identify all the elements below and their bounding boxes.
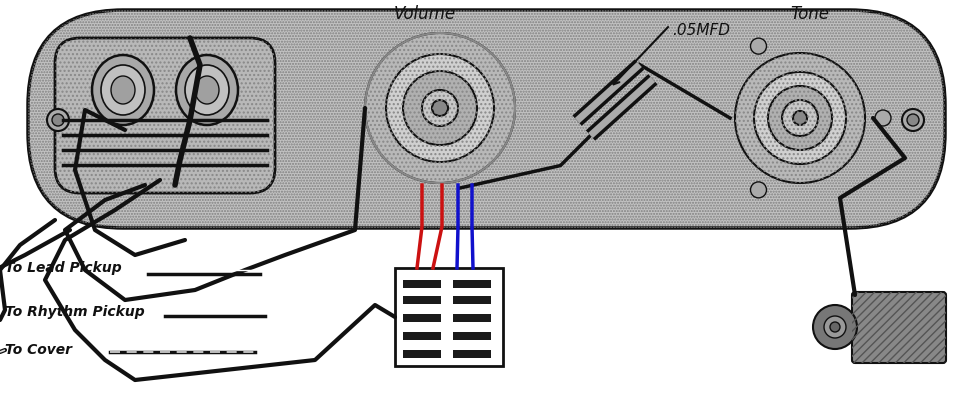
Bar <box>403 314 441 322</box>
Bar <box>395 268 503 366</box>
Circle shape <box>751 182 766 198</box>
Text: Volume: Volume <box>394 5 456 23</box>
Circle shape <box>432 100 448 116</box>
Circle shape <box>768 86 832 150</box>
FancyBboxPatch shape <box>28 10 945 228</box>
Circle shape <box>907 114 919 126</box>
Text: To Rhythm Pickup: To Rhythm Pickup <box>5 305 145 319</box>
Ellipse shape <box>176 55 238 125</box>
Circle shape <box>422 90 458 126</box>
Circle shape <box>782 100 818 136</box>
Circle shape <box>793 111 807 125</box>
Circle shape <box>875 110 891 126</box>
FancyBboxPatch shape <box>55 38 275 193</box>
Ellipse shape <box>92 55 154 125</box>
Circle shape <box>830 322 840 332</box>
Circle shape <box>47 109 69 131</box>
Circle shape <box>735 53 865 183</box>
Ellipse shape <box>111 76 135 104</box>
Circle shape <box>751 38 766 54</box>
Circle shape <box>386 54 494 162</box>
Bar <box>403 350 441 358</box>
Ellipse shape <box>195 76 219 104</box>
Bar <box>453 296 491 304</box>
Bar <box>403 296 441 304</box>
Circle shape <box>403 71 477 145</box>
Bar <box>453 314 491 322</box>
Circle shape <box>754 72 846 164</box>
Text: To Cover: To Cover <box>5 343 72 357</box>
Circle shape <box>902 109 924 131</box>
Bar <box>403 332 441 340</box>
Text: To Lead Pickup: To Lead Pickup <box>5 261 122 275</box>
Bar <box>403 280 441 288</box>
Circle shape <box>365 33 515 183</box>
Bar <box>453 350 491 358</box>
Bar <box>453 280 491 288</box>
Bar <box>453 332 491 340</box>
Text: Tone: Tone <box>791 5 829 23</box>
Ellipse shape <box>185 65 229 115</box>
Circle shape <box>52 114 64 126</box>
Circle shape <box>824 316 846 338</box>
Ellipse shape <box>101 65 145 115</box>
Text: .05MFD: .05MFD <box>672 23 730 38</box>
FancyBboxPatch shape <box>852 292 946 363</box>
Circle shape <box>813 305 857 349</box>
